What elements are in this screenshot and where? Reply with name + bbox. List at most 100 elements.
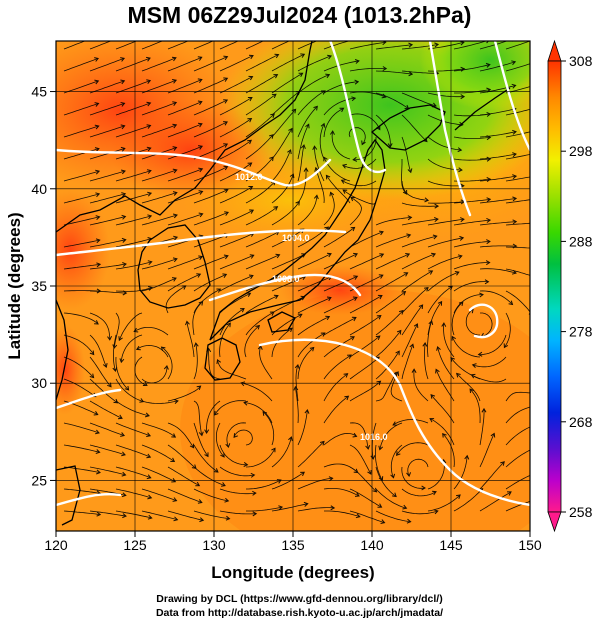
streamline-arrow [146, 56, 151, 62]
streamline-arrow [288, 127, 293, 133]
streamline [186, 321, 195, 358]
streamline [115, 510, 152, 519]
streamline-arrow [273, 74, 279, 79]
streamline-arrow [288, 436, 293, 442]
streamline [297, 409, 308, 446]
streamline [89, 466, 126, 476]
streamline-arrow [96, 262, 102, 268]
streamline [141, 510, 178, 521]
streamline-arrow [120, 146, 126, 152]
streamline-arrow [435, 368, 440, 374]
map-title: MSM 06Z29Jul2024 (1013.2hPa) [127, 2, 472, 28]
streamline-arrow [401, 291, 407, 296]
streamline-arrow [146, 124, 152, 129]
streamline-arrow [172, 257, 178, 263]
streamline-arrow [198, 255, 204, 261]
streamline-arrow [424, 197, 430, 203]
streamline [297, 90, 326, 116]
streamline-arrow [344, 395, 350, 401]
streamline [219, 488, 256, 495]
streamline [427, 114, 463, 126]
streamline-arrow [295, 200, 300, 206]
streamline-arrow [486, 239, 491, 245]
streamline [262, 411, 275, 446]
streamline [271, 296, 305, 314]
streamline [427, 201, 465, 204]
streamline-arrow [375, 335, 381, 340]
streamline [349, 381, 381, 402]
streamline-arrow [94, 57, 99, 62]
streamline [115, 378, 144, 402]
streamline [246, 479, 282, 490]
streamline [141, 444, 175, 462]
streamline-arrow [198, 300, 204, 306]
streamline [193, 510, 230, 520]
streamline [167, 41, 189, 50]
streamline-arrow [403, 272, 409, 277]
y-axis-title: Latitude (degrees) [5, 212, 24, 359]
streamline-arrow [275, 33, 279, 37]
streamline-arrow [342, 189, 348, 194]
streamline-arrow [457, 147, 463, 153]
streamline-arrow [294, 363, 300, 369]
streamline [89, 334, 107, 368]
streamline [297, 507, 335, 512]
streamline [245, 448, 276, 468]
streamline-arrow [146, 79, 152, 85]
streamline-arrow [146, 432, 152, 437]
streamline-arrow [196, 385, 202, 391]
streamline-arrow [486, 177, 492, 182]
streamline [63, 80, 99, 94]
streamline [297, 124, 310, 160]
streamline-arrow [221, 482, 226, 487]
streamline [141, 214, 178, 226]
streamline-arrow [395, 350, 400, 356]
streamline-arrow [173, 235, 179, 241]
streamline [193, 234, 229, 248]
streamline [297, 316, 330, 336]
streamline [134, 327, 169, 336]
streamline-arrow [350, 226, 356, 232]
streamline-arrow [133, 327, 139, 333]
streamline [315, 167, 325, 204]
streamline-arrow [432, 234, 438, 240]
streamline-arrow [422, 137, 428, 143]
streamline [141, 488, 177, 502]
streamline [193, 121, 228, 138]
streamline-arrow [320, 122, 326, 128]
streamline-arrow [382, 66, 388, 72]
streamline [206, 400, 221, 434]
streamline [245, 181, 276, 204]
streamline [115, 57, 151, 72]
streamline-arrow [319, 440, 325, 446]
streamline [479, 245, 517, 248]
streamline [453, 219, 491, 226]
streamline [89, 239, 126, 248]
streamline-arrow [451, 335, 456, 341]
streamline [63, 125, 99, 138]
streamline-arrow [430, 394, 436, 399]
streamline [401, 202, 439, 207]
streamline-arrow [120, 79, 126, 85]
streamline [141, 277, 177, 292]
streamline-arrow [507, 491, 512, 496]
y-axis: 25 30 35 40 45 [31, 84, 56, 488]
streamline-arrow [392, 492, 397, 498]
streamline-arrow [121, 214, 127, 220]
streamline [115, 170, 152, 182]
streamline-arrow [367, 469, 372, 475]
streamline [453, 41, 488, 50]
streamline [342, 189, 377, 205]
streamline [271, 91, 300, 116]
streamline-arrow [172, 35, 176, 39]
streamline [323, 275, 358, 292]
streamline-arrow [252, 511, 258, 517]
streamline [167, 56, 202, 72]
streamline [245, 74, 278, 94]
streamline [167, 79, 202, 94]
streamline [89, 422, 125, 436]
streamline [63, 312, 99, 325]
streamline [479, 198, 517, 204]
streamline [427, 301, 442, 336]
streamline [323, 297, 358, 314]
